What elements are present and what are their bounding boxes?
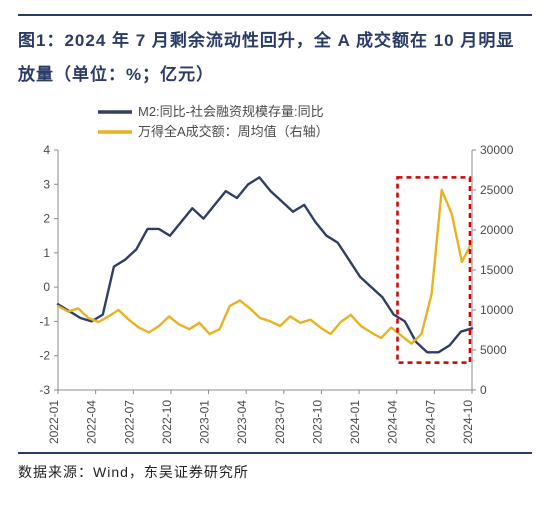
figure-label-prefix: 图1： [18,31,64,50]
x-tick-label: 2023-04 [235,400,249,444]
source-line: 数据来源：Wind，东吴证券研究所 [18,454,532,482]
y-left-label: 0 [43,280,50,294]
chart-svg: M2:同比-社会融资规模存量:同比万得全A成交额：周均值（右轴） -3 -2 -1 0 1… [18,102,532,452]
figure-title: 图1：2024 年 7 月剩余流动性回升，全 A 成交额在 10 月明显放量（单… [18,16,532,102]
x-tick-label: 2024-01 [348,400,362,444]
y-right-label: 5000 [480,343,507,357]
y-right-label: 30000 [480,143,514,157]
x-tick-label: 2024-07 [423,400,437,444]
x-tick-label: 2024-10 [461,400,475,444]
y-left-label: 2 [43,212,50,226]
x-tick-label: 2023-01 [198,400,212,444]
y-right-label: 15000 [480,263,514,277]
y-left-label: 1 [43,246,50,260]
x-tick-label: 2022-10 [160,400,174,444]
y-left-label: 4 [43,143,50,157]
chart-area: M2:同比-社会融资规模存量:同比万得全A成交额：周均值（右轴） -3 -2 -1 0 1… [18,102,532,452]
y-left-label: -1 [39,314,50,328]
x-tick-label: 2022-01 [47,400,61,444]
legend: M2:同比-社会融资规模存量:同比万得全A成交额：周均值（右轴） [98,104,329,139]
series-line [58,190,472,344]
x-tick-label: 2022-04 [85,400,99,444]
x-tick-label: 2024-04 [386,400,400,444]
y-right-label: 25000 [480,183,514,197]
y-right-label: 10000 [480,303,514,317]
y-left-label: -3 [39,383,50,397]
x-tick-label: 2023-07 [273,400,287,444]
x-tick-label: 2023-10 [310,400,324,444]
legend-label: M2:同比-社会融资规模存量:同比 [138,104,324,119]
y-left-label: -2 [39,349,50,363]
series-line [58,177,472,352]
y-right-label: 20000 [480,223,514,237]
y-left-label: 3 [43,177,50,191]
x-tick-label: 2022-07 [122,400,136,444]
figure-title-text: 2024 年 7 月剩余流动性回升，全 A 成交额在 10 月明显放量（单位：%… [18,31,514,84]
y-right-label: 0 [480,383,487,397]
legend-label: 万得全A成交额：周均值（右轴） [138,124,329,139]
